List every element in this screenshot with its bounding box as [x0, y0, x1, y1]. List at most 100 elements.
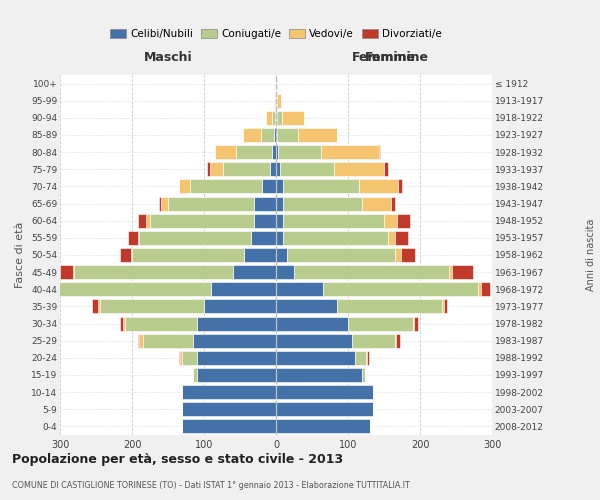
Bar: [266, 111, 272, 125]
Bar: [395, 248, 401, 262]
Bar: [276, 385, 373, 399]
Bar: [275, 111, 276, 125]
Bar: [262, 180, 276, 194]
Bar: [388, 231, 395, 245]
Bar: [211, 162, 223, 176]
Bar: [197, 368, 276, 382]
Bar: [272, 111, 275, 125]
Bar: [287, 248, 395, 262]
Bar: [254, 214, 276, 228]
Bar: [276, 214, 283, 228]
Bar: [276, 351, 355, 365]
Bar: [275, 94, 276, 108]
Bar: [359, 180, 398, 194]
Bar: [276, 402, 373, 416]
Bar: [146, 214, 150, 228]
Bar: [276, 420, 370, 434]
Bar: [478, 282, 481, 296]
Text: Popolazione per età, sesso e stato civile - 2013: Popolazione per età, sesso e stato civil…: [12, 452, 343, 466]
Bar: [401, 248, 415, 262]
Bar: [190, 180, 262, 194]
Bar: [182, 385, 276, 399]
Bar: [277, 94, 281, 108]
Bar: [276, 145, 278, 159]
Bar: [180, 351, 182, 365]
Bar: [139, 334, 143, 347]
Bar: [395, 231, 408, 245]
Bar: [444, 300, 448, 314]
Bar: [53, 282, 211, 296]
Bar: [283, 180, 359, 194]
Bar: [215, 145, 236, 159]
Bar: [276, 316, 348, 330]
Text: Femmine: Femmine: [352, 50, 416, 64]
Bar: [120, 316, 124, 330]
Bar: [143, 334, 193, 347]
Bar: [131, 248, 132, 262]
Bar: [379, 145, 380, 159]
Bar: [193, 368, 197, 382]
Text: COMUNE DI CASTIGLIONE TORINESE (TO) - Dati ISTAT 1° gennaio 2013 - Elaborazione : COMUNE DI CASTIGLIONE TORINESE (TO) - Da…: [12, 480, 410, 490]
Bar: [452, 265, 473, 279]
Bar: [449, 265, 452, 279]
Bar: [283, 231, 388, 245]
Bar: [367, 351, 369, 365]
Bar: [60, 265, 73, 279]
Bar: [92, 300, 98, 314]
Bar: [384, 162, 388, 176]
Bar: [322, 145, 379, 159]
Bar: [158, 196, 161, 210]
Bar: [182, 402, 276, 416]
Bar: [73, 265, 74, 279]
Bar: [278, 145, 322, 159]
Bar: [204, 300, 276, 314]
Bar: [298, 128, 337, 142]
Bar: [211, 282, 276, 296]
Bar: [243, 128, 261, 142]
Bar: [182, 420, 276, 434]
Bar: [362, 196, 391, 210]
Bar: [244, 248, 276, 262]
Bar: [334, 162, 384, 176]
Bar: [277, 111, 283, 125]
Bar: [391, 196, 395, 210]
Bar: [261, 128, 274, 142]
Bar: [348, 316, 413, 330]
Text: Maschi: Maschi: [143, 50, 193, 64]
Bar: [168, 196, 254, 210]
Bar: [414, 316, 418, 330]
Bar: [236, 145, 272, 159]
Bar: [272, 145, 276, 159]
Bar: [276, 368, 362, 382]
Y-axis label: Fasce di età: Fasce di età: [16, 222, 25, 288]
Bar: [352, 334, 395, 347]
Bar: [251, 231, 276, 245]
Bar: [98, 300, 100, 314]
Bar: [442, 300, 444, 314]
Bar: [46, 282, 52, 296]
Bar: [161, 196, 168, 210]
Bar: [481, 282, 490, 296]
Bar: [128, 231, 138, 245]
Bar: [276, 282, 323, 296]
Bar: [397, 214, 410, 228]
Bar: [276, 231, 283, 245]
Bar: [277, 128, 298, 142]
Text: Anni di nascita: Anni di nascita: [586, 219, 596, 291]
Bar: [283, 214, 384, 228]
Bar: [124, 316, 125, 330]
Bar: [197, 351, 276, 365]
Bar: [120, 248, 131, 262]
Bar: [274, 128, 276, 142]
Bar: [366, 351, 367, 365]
Bar: [182, 351, 197, 365]
Bar: [276, 265, 294, 279]
Bar: [132, 248, 244, 262]
Bar: [254, 196, 276, 210]
Bar: [270, 162, 276, 176]
Bar: [276, 196, 283, 210]
Bar: [197, 316, 276, 330]
Bar: [413, 316, 414, 330]
Bar: [276, 94, 277, 108]
Bar: [179, 180, 190, 194]
